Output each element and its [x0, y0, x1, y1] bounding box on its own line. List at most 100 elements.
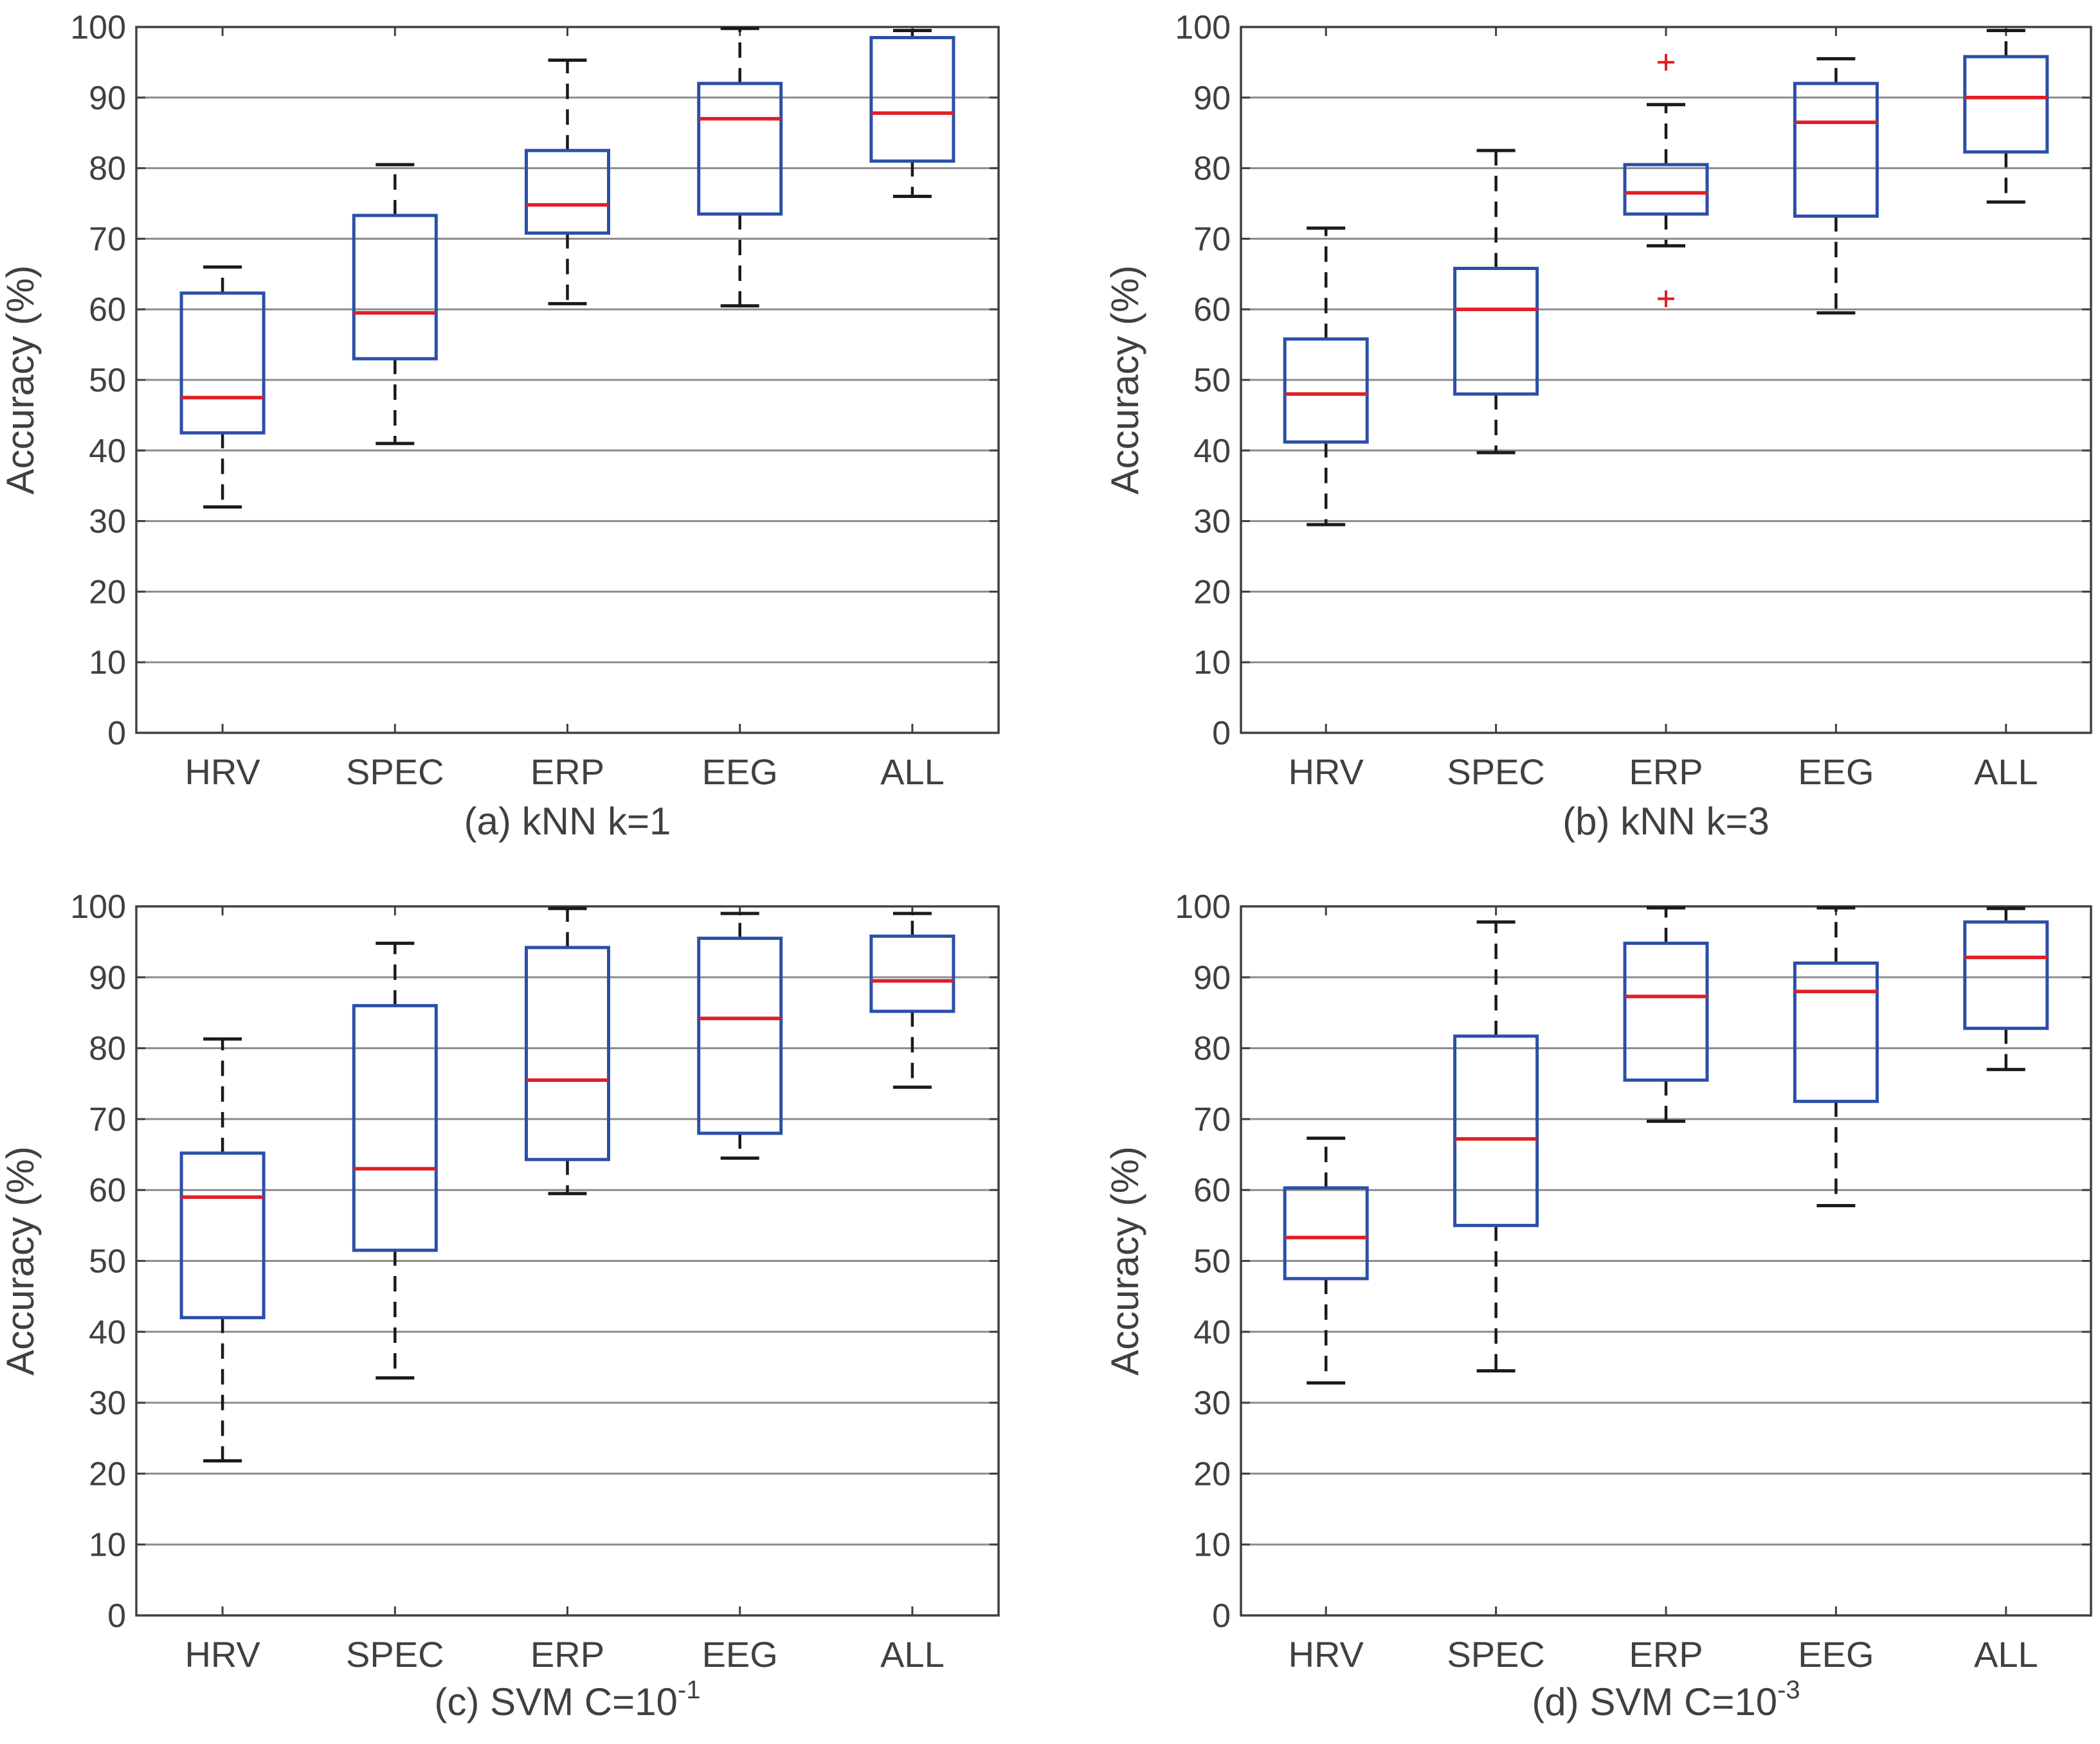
y-axis-label: Accuracy (%) [1103, 265, 1146, 495]
x-tick-label: SPEC [346, 751, 444, 792]
iqr-box [697, 937, 783, 1135]
y-tick-label: 100 [1175, 888, 1231, 926]
iqr-box [697, 82, 783, 216]
x-tick-label: EEG [1798, 1634, 1874, 1675]
panel-caption-text: (b) kNN k=3 [1562, 800, 1770, 843]
y-tick-label: 80 [1193, 1030, 1231, 1068]
y-tick-label: 80 [89, 1030, 126, 1068]
box-hrv [179, 265, 266, 509]
y-tick-label: 0 [107, 715, 126, 752]
x-tick-label: SPEC [346, 1634, 444, 1675]
y-tick-label: 50 [1193, 362, 1231, 399]
x-tick-label: HRV [1289, 751, 1364, 792]
y-tick-label: 90 [1193, 959, 1231, 996]
box-all [1963, 28, 2049, 204]
y-tick-label: 40 [89, 1314, 126, 1351]
outlier-marker [1658, 290, 1674, 307]
y-tick-label: 100 [70, 888, 126, 926]
iqr-box [1453, 1034, 1539, 1227]
iqr-box [352, 1003, 438, 1252]
box-all [1963, 906, 2049, 1072]
iqr-box [1963, 920, 2049, 1030]
y-tick-label: 70 [89, 220, 126, 258]
y-tick-label: 100 [1175, 9, 1231, 46]
iqr-box [1963, 55, 2049, 154]
iqr-box [1793, 961, 1879, 1103]
y-tick-label: 20 [1193, 1455, 1231, 1493]
y-tick-label: 0 [107, 1597, 126, 1635]
iqr-box [1623, 163, 1709, 216]
y-tick-label: 50 [1193, 1243, 1231, 1281]
y-tick-label: 10 [89, 644, 126, 681]
y-tick-label: 70 [1193, 220, 1231, 258]
box-spec [352, 163, 438, 445]
x-tick-label: EEG [702, 1634, 778, 1675]
x-tick-label: ALL [880, 751, 945, 792]
x-tick-label: EEG [702, 751, 778, 792]
iqr-box [869, 35, 955, 163]
y-tick-label: 30 [89, 503, 126, 541]
iqr-box [525, 148, 610, 235]
y-tick-label: 40 [1193, 1314, 1231, 1351]
chart-panel-3: 0 10 20 30 40 50 60 70 80 90 100 Accuracy (%) HRV SPE… [0, 888, 1000, 1723]
box-hrv [179, 1037, 266, 1463]
panel-caption: (a) kNN k=1 [464, 800, 671, 843]
panel-caption-text: (c) SVM C=10 [434, 1680, 677, 1723]
iqr-box [1283, 337, 1369, 444]
box-eeg [697, 912, 783, 1160]
y-tick-label: 70 [89, 1101, 126, 1138]
chart-panel-1: 0 10 20 30 40 50 60 70 80 90 100 Accuracy (%) HRV SPE… [0, 9, 1000, 843]
box-erp [525, 58, 610, 305]
box-erp [1623, 53, 1709, 307]
box-hrv [1283, 226, 1369, 526]
iqr-box [1283, 1186, 1369, 1281]
panel-caption: (c) SVM C=10-1 [434, 1676, 700, 1723]
iqr-box [179, 291, 266, 435]
box-eeg [1793, 57, 1879, 315]
box-eeg [1793, 906, 1879, 1207]
chart-panel-4: 0 10 20 30 40 50 60 70 80 90 100 Accuracy (%) HRV SPE… [1103, 888, 2092, 1723]
panel-caption-text: (a) kNN k=1 [464, 800, 671, 843]
y-tick-label: 40 [1193, 433, 1231, 470]
box-spec [1453, 920, 1539, 1372]
y-tick-label: 60 [89, 1172, 126, 1209]
y-tick-label: 60 [1193, 291, 1231, 328]
y-tick-label: 70 [1193, 1101, 1231, 1138]
y-tick-label: 100 [70, 9, 126, 46]
panel-caption: (b) kNN k=3 [1562, 800, 1770, 843]
y-tick-label: 90 [1193, 80, 1231, 117]
y-tick-label: 90 [89, 959, 126, 996]
x-tick-label: SPEC [1447, 751, 1545, 792]
panel-caption-text: (d) SVM C=10 [1532, 1680, 1777, 1723]
y-tick-label: 50 [89, 362, 126, 399]
x-tick-label: HRV [185, 1634, 260, 1675]
y-tick-label: 0 [1212, 715, 1231, 752]
x-tick-label: SPEC [1447, 1634, 1545, 1675]
iqr-box [1453, 267, 1539, 396]
panel-caption-superscript: -3 [1777, 1676, 1800, 1704]
x-tick-label: ALL [1974, 1634, 2038, 1675]
y-tick-label: 0 [1212, 1597, 1231, 1635]
box-hrv [1283, 1137, 1369, 1385]
x-tick-label: ALL [880, 1634, 945, 1675]
chart-panel-2: 0 10 20 30 40 50 60 70 80 90 100 Accuracy (%) HRV SPE… [1103, 9, 2092, 843]
y-tick-label: 30 [89, 1385, 126, 1422]
y-tick-label: 30 [1193, 1385, 1231, 1422]
x-tick-label: HRV [1289, 1634, 1364, 1675]
panel-caption-superscript: -1 [678, 1676, 701, 1704]
y-tick-label: 10 [1193, 1527, 1231, 1564]
panel-caption: (d) SVM C=10-3 [1532, 1676, 1800, 1723]
iqr-box [869, 934, 955, 1013]
iqr-box [1623, 941, 1709, 1082]
y-tick-label: 10 [1193, 644, 1231, 681]
box-spec [1453, 148, 1539, 454]
y-axis-label: Accuracy (%) [1103, 1146, 1146, 1376]
x-tick-label: ALL [1974, 751, 2038, 792]
y-tick-label: 20 [89, 573, 126, 611]
x-tick-label: ERP [530, 1634, 604, 1675]
y-tick-label: 20 [1193, 573, 1231, 611]
box-all [869, 28, 955, 199]
y-tick-label: 50 [89, 1243, 126, 1281]
outlier-marker [1658, 53, 1674, 71]
